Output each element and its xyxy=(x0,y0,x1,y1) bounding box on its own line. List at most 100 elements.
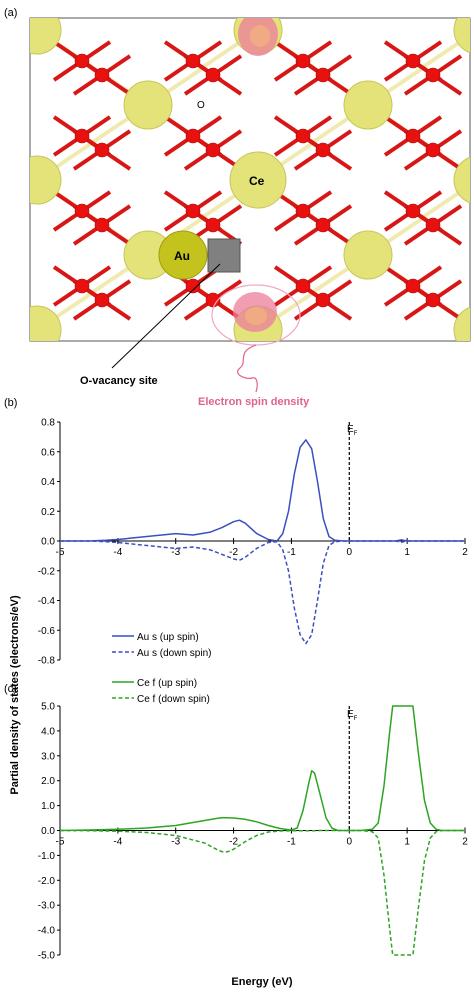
o-atom xyxy=(315,142,331,158)
chart-c-series xyxy=(59,705,465,956)
y-tick-label: 5.0 xyxy=(41,702,55,713)
y-tick-label: 0.0 xyxy=(41,537,55,548)
y-tick-label: -4.0 xyxy=(38,926,56,937)
x-tick-label: -2 xyxy=(229,837,238,848)
y-tick-label: 3.0 xyxy=(41,751,55,762)
o-atom xyxy=(205,142,221,158)
x-tick-label: -5 xyxy=(56,547,65,558)
x-tick-label: 1 xyxy=(404,547,410,558)
o-atom xyxy=(315,292,331,308)
y-tick-label: 0.8 xyxy=(41,418,55,429)
x-tick-label: -3 xyxy=(171,837,180,848)
au-atom xyxy=(158,230,208,280)
y-tick-label: 1.0 xyxy=(41,801,55,812)
o-atom xyxy=(94,67,110,83)
x-tick-label: 2 xyxy=(462,837,468,848)
spin-density-top-inner xyxy=(250,25,270,47)
o-atom xyxy=(205,67,221,83)
chart-b-legend: Au s (up spin) Au s (down spin) xyxy=(112,632,211,659)
o-atom xyxy=(185,278,201,294)
series-line-down-spin xyxy=(59,829,465,956)
panel-c-label: (c) xyxy=(4,683,17,695)
y-tick-label: -0.6 xyxy=(38,626,56,637)
y-tick-label: -5.0 xyxy=(38,951,56,962)
ce-atom-labeled xyxy=(229,151,287,209)
spin-density-bottom-inner xyxy=(245,307,267,325)
ce-atom xyxy=(30,155,62,205)
o-atom xyxy=(405,278,421,294)
o-atom xyxy=(405,203,421,219)
legend-ce-up-label: Ce f (up spin) xyxy=(137,678,197,689)
y-tick-label: 4.0 xyxy=(41,726,55,737)
spin-annotation: Electron spin density xyxy=(198,396,310,408)
ce-atom xyxy=(343,80,393,130)
o-atom xyxy=(74,128,90,144)
chart-b-series xyxy=(60,422,465,645)
y-tick-label: -0.4 xyxy=(38,596,56,607)
o-atom xyxy=(425,292,441,308)
o-atom xyxy=(74,203,90,219)
fermi-label-b: EF xyxy=(347,424,358,437)
legend-au-up-label: Au s (up spin) xyxy=(137,632,199,643)
chart-c-legend: Ce f (up spin) Ce f (down spin) xyxy=(112,678,210,705)
o-atom xyxy=(405,53,421,69)
o-atom xyxy=(185,128,201,144)
o-atom xyxy=(295,128,311,144)
legend-ce-down-label: Ce f (down spin) xyxy=(137,694,210,705)
x-tick-label: -3 xyxy=(171,547,180,558)
o-atom xyxy=(425,67,441,83)
y-axis-label: Partial density of states (electrons/eV) xyxy=(9,595,21,795)
x-tick-label: -1 xyxy=(287,547,296,558)
o-atom xyxy=(295,203,311,219)
x-tick-label: -4 xyxy=(113,837,122,848)
ce-atom xyxy=(123,80,173,130)
series-line-down-spin xyxy=(60,540,465,645)
ce-atom xyxy=(30,18,62,55)
y-tick-label: -0.8 xyxy=(38,656,56,667)
x-tick-label: 1 xyxy=(404,837,410,848)
chart-c-ticks: 5.0 4.0 3.0 2.0 1.0 0.0 -1.0 -2.0 -3.0 -4.0 -5.0 -5… xyxy=(38,702,468,962)
y-tick-label: -0.2 xyxy=(38,566,56,577)
o-atom xyxy=(315,67,331,83)
o-atom xyxy=(295,278,311,294)
o-atom xyxy=(74,53,90,69)
series-line-up-spin xyxy=(60,439,465,542)
o-atom xyxy=(425,142,441,158)
o-atom xyxy=(185,53,201,69)
o-atom xyxy=(315,217,331,233)
spin-pointer-squiggle xyxy=(237,344,258,393)
y-tick-label: 2.0 xyxy=(41,776,55,787)
ce-atom xyxy=(453,156,470,204)
x-tick-label: -2 xyxy=(229,547,238,558)
fermi-label-c: EF xyxy=(347,709,358,722)
ce-atom-label: Ce xyxy=(249,174,265,188)
o-atom xyxy=(185,203,201,219)
panel-b-label: (b) xyxy=(4,397,17,409)
y-tick-label: -1.0 xyxy=(38,851,56,862)
y-tick-label: 0.4 xyxy=(41,477,55,488)
y-tick-label: -2.0 xyxy=(38,876,56,887)
y-tick-label: 0.2 xyxy=(41,507,55,518)
y-tick-label: 0.0 xyxy=(41,826,55,837)
y-tick-label: -3.0 xyxy=(38,901,56,912)
ce-atom xyxy=(343,230,393,280)
vacancy-annotation: O-vacancy site xyxy=(80,375,158,387)
au-s-pdos-chart: (b) 0.8 0.6 0.4 0.2 0.0 -0.2 -0.4 -0.6 -0.8 -5 -4 -… xyxy=(4,397,468,667)
ce-atom xyxy=(453,18,470,54)
o-atom xyxy=(205,217,221,233)
o-atom xyxy=(295,53,311,69)
crystal-structure-panel: (a) Ce Au O O-vacancy site Electron spin… xyxy=(4,7,471,408)
ce-f-pdos-chart: (c) 5.0 4.0 3.0 2.0 1.0 0.0 -1.0 -2.0 -3.0 -4.0 -5… xyxy=(4,678,468,962)
x-axis-label: Energy (eV) xyxy=(231,976,292,988)
o-atom xyxy=(74,278,90,294)
ce-atom xyxy=(453,306,470,341)
x-tick-label: -5 xyxy=(56,837,65,848)
x-tick-label: -1 xyxy=(287,837,296,848)
au-atom-label: Au xyxy=(174,249,190,263)
oxygen-vacancy-square xyxy=(207,238,241,273)
x-tick-label: -4 xyxy=(113,547,122,558)
vacancy-pointer-line xyxy=(111,263,221,369)
o-atom-label: O xyxy=(197,100,205,111)
legend-au-down-label: Au s (down spin) xyxy=(137,648,211,659)
